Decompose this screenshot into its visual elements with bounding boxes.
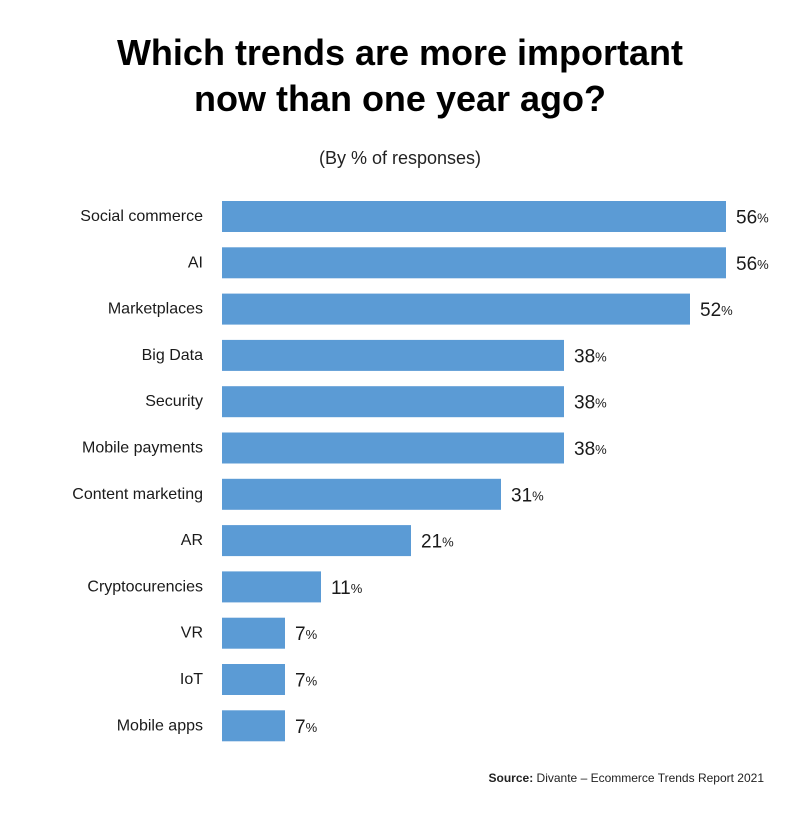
data-label-ar: 21% xyxy=(421,531,454,552)
bar-ar xyxy=(222,525,411,557)
bar-security xyxy=(222,386,564,418)
category-label-cryptocurencies: Cryptocurencies xyxy=(87,578,203,595)
chart-title-line-1: Which trends are more important xyxy=(116,32,684,73)
chart-title: Which trends are more important now than… xyxy=(0,30,800,122)
category-label-security: Security xyxy=(145,393,203,410)
data-label-mobile-apps: 7% xyxy=(295,716,318,737)
data-label-cryptocurencies: 11% xyxy=(331,577,363,598)
bar-mobile-apps xyxy=(222,710,285,742)
source-text: Divante – Ecommerce Trends Report 2021 xyxy=(536,771,764,785)
category-label-ar: AR xyxy=(181,532,203,549)
chart-title-line-2: now than one year ago? xyxy=(193,78,607,119)
category-label-vr: VR xyxy=(181,625,203,642)
category-label-big-data: Big Data xyxy=(142,347,203,364)
bar-iot xyxy=(222,664,285,695)
category-label-marketplaces: Marketplaces xyxy=(108,301,203,318)
bar-marketplaces xyxy=(222,293,690,325)
data-label-marketplaces: 52% xyxy=(700,300,733,321)
bar-content-marketing xyxy=(222,478,501,510)
data-label-ai: 56% xyxy=(736,253,769,274)
bar-cryptocurencies xyxy=(222,571,321,603)
bar-big-data xyxy=(222,339,564,371)
category-label-iot: IoT xyxy=(180,671,203,688)
data-label-mobile-payments: 38% xyxy=(574,439,607,460)
source-note: Source: Divante – Ecommerce Trends Repor… xyxy=(489,771,764,785)
data-label-vr: 7% xyxy=(295,624,318,645)
bar-ai xyxy=(222,247,726,279)
chart-subtitle: (By % of responses) xyxy=(318,148,482,168)
category-label-social-commerce: Social commerce xyxy=(80,208,203,225)
data-label-iot: 7% xyxy=(295,670,318,691)
category-label-mobile-apps: Mobile apps xyxy=(117,717,203,734)
category-label-content-marketing: Content marketing xyxy=(72,486,203,503)
data-label-security: 38% xyxy=(574,392,607,413)
data-label-big-data: 38% xyxy=(574,346,607,367)
bar-social-commerce xyxy=(222,201,726,232)
category-label-mobile-payments: Mobile payments xyxy=(82,440,203,457)
bar-vr xyxy=(222,617,285,649)
category-label-ai: AI xyxy=(188,254,203,271)
source-label: Source: xyxy=(488,771,534,785)
data-label-content-marketing: 31% xyxy=(511,485,544,506)
data-label-social-commerce: 56% xyxy=(736,207,769,228)
bar-mobile-payments xyxy=(222,432,564,464)
